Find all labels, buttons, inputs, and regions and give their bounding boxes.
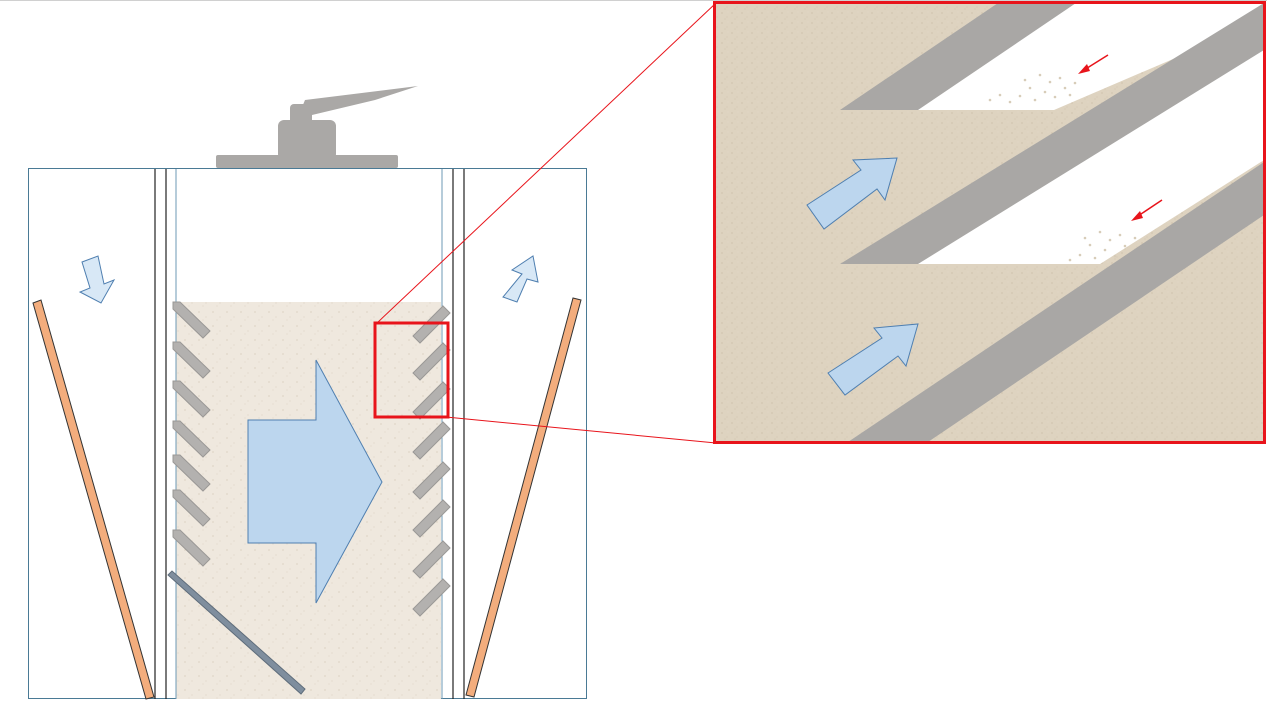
right-baffle-6 bbox=[412, 499, 451, 538]
zoom-frame bbox=[713, 1, 1266, 444]
left-chamber-wall bbox=[154, 169, 167, 699]
highlight-box bbox=[373, 321, 450, 419]
left-baffle-7 bbox=[172, 529, 211, 567]
right-chamber-wall bbox=[452, 169, 465, 699]
right-baffle-7 bbox=[412, 540, 451, 579]
right-baffle-5 bbox=[412, 461, 451, 500]
left-baffle-4 bbox=[172, 420, 211, 458]
zoom-red-arrows bbox=[1078, 54, 1163, 221]
right-baffle-8 bbox=[412, 578, 451, 617]
main-flow-arrow bbox=[247, 359, 383, 604]
zoom-particles-1 bbox=[988, 73, 1077, 104]
zoom-baffle-2 bbox=[840, 3, 1264, 264]
right-baffle-3 bbox=[412, 381, 451, 420]
left-baffle-1 bbox=[172, 301, 211, 339]
left-baffle-6 bbox=[172, 489, 211, 527]
zoom-gap-1 bbox=[915, 3, 1264, 110]
zoom-connector-bottom bbox=[445, 416, 717, 444]
left-baffles bbox=[172, 301, 211, 567]
right-baffle-4 bbox=[412, 421, 451, 460]
diagonal-plate bbox=[167, 570, 306, 695]
left-baffle-2 bbox=[172, 341, 211, 379]
zoom-arrow-2 bbox=[827, 323, 919, 396]
down-arrow bbox=[78, 255, 116, 304]
left-baffle-5 bbox=[172, 454, 211, 492]
zoom-connector-top bbox=[376, 2, 717, 324]
right-baffle-2 bbox=[412, 342, 451, 381]
left-orange-plate bbox=[32, 299, 155, 700]
zoom-baffle-3 bbox=[848, 162, 1264, 442]
left-baffle-3 bbox=[172, 380, 211, 418]
zoom-particles-2 bbox=[1068, 230, 1137, 262]
zoom-arrow-1 bbox=[806, 157, 898, 230]
right-orange-plate bbox=[465, 297, 582, 698]
up-arrow bbox=[502, 255, 539, 303]
top-cap bbox=[216, 86, 418, 168]
zoom-baffle-1 bbox=[840, 3, 1076, 110]
zoom-inset bbox=[713, 1, 1266, 444]
